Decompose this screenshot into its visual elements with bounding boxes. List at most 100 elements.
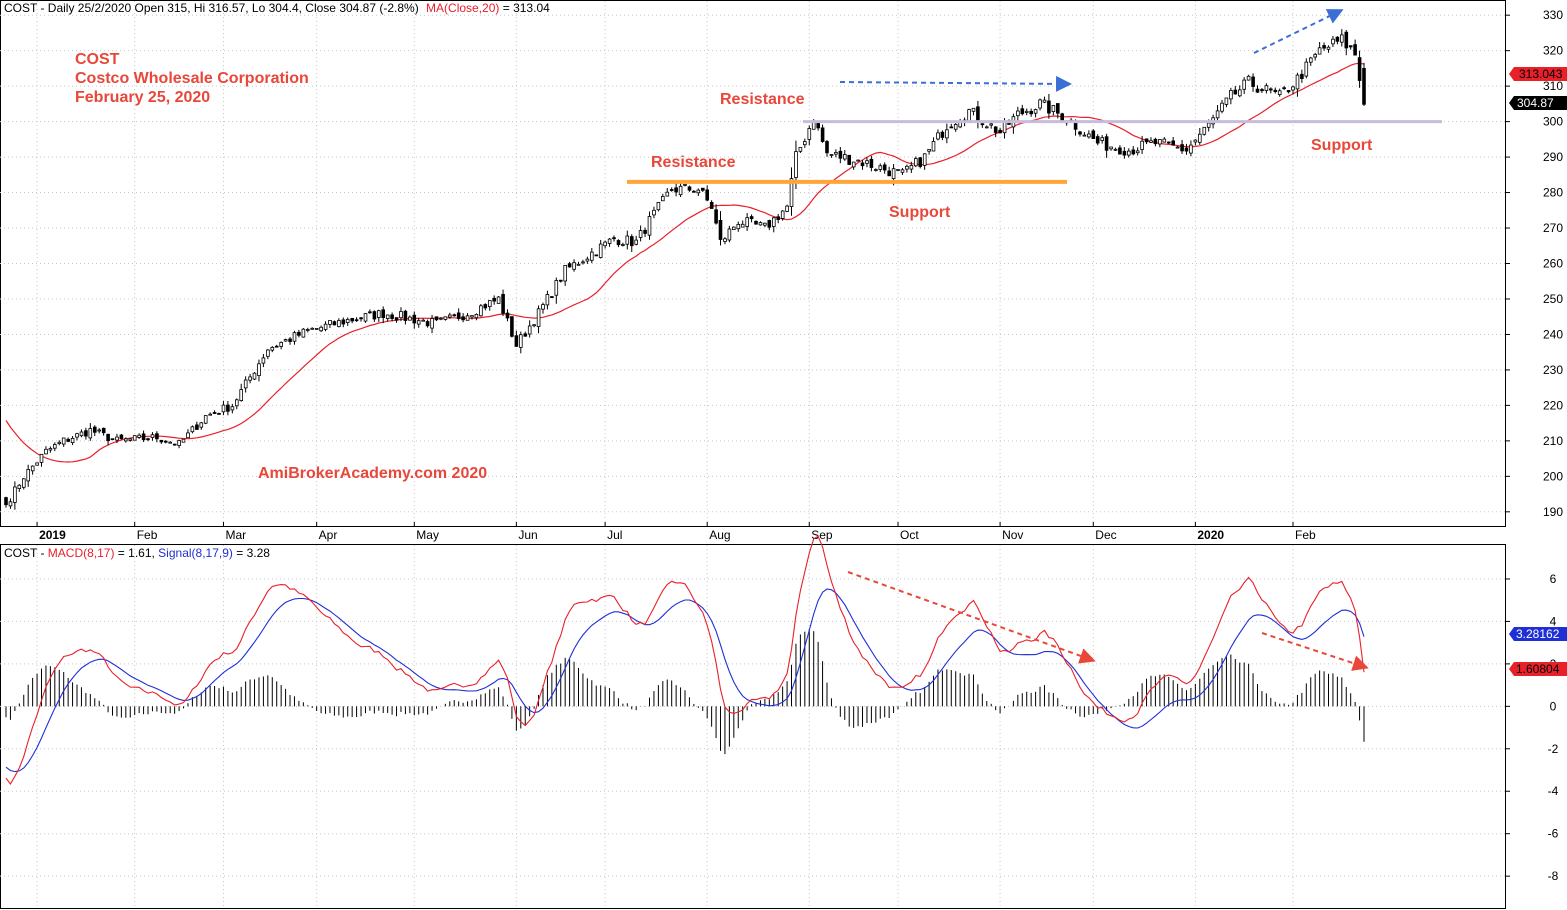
candle (1295, 72, 1300, 97)
candle (687, 185, 692, 192)
candle-body (13, 486, 17, 503)
candle (1149, 137, 1153, 143)
candle (239, 383, 244, 402)
candle (124, 437, 128, 443)
resistance-label-upper: Resistance (720, 91, 805, 108)
candle-body (1322, 45, 1326, 49)
candle (1091, 129, 1096, 139)
candle (554, 277, 559, 304)
candle-body (882, 164, 887, 171)
candle-body (1326, 46, 1331, 50)
candle (1118, 145, 1122, 155)
time-axis-label: May (416, 528, 439, 542)
candle-body (461, 316, 465, 321)
candle-body (931, 141, 936, 152)
candle-body (279, 341, 283, 347)
candle (869, 155, 874, 172)
candle-body (416, 320, 421, 325)
candle (199, 422, 204, 430)
candle-body (1042, 99, 1047, 103)
candle-body (1357, 57, 1362, 81)
candle-body (1317, 47, 1322, 55)
candle-body (257, 363, 261, 376)
candle-body (847, 154, 851, 165)
candle (479, 304, 483, 317)
candle-body (479, 305, 483, 317)
candle-body (967, 109, 971, 122)
candle-body (128, 438, 133, 441)
candle (1242, 77, 1247, 95)
candle-body (177, 440, 181, 446)
candle-body (1047, 100, 1051, 114)
candle-body (976, 106, 980, 122)
candle (603, 240, 607, 249)
candle-body (1118, 147, 1122, 155)
candle-body (434, 316, 439, 321)
candle (616, 239, 621, 248)
candle-body (714, 209, 718, 224)
candle-body (656, 201, 661, 211)
candle (1104, 133, 1109, 158)
candle (1189, 140, 1193, 157)
candle (674, 183, 678, 197)
candle-body (1127, 150, 1131, 156)
candle (168, 441, 173, 444)
candle-body (878, 165, 883, 170)
candle (297, 329, 301, 338)
candle (918, 157, 922, 169)
candle (1273, 87, 1278, 94)
candle (416, 317, 421, 328)
candle (718, 211, 723, 246)
candle (1184, 143, 1189, 155)
candle-body (949, 126, 954, 129)
time-axis-label: Jun (518, 528, 537, 542)
candle-body (1362, 68, 1366, 105)
candle-body (683, 183, 687, 186)
candle-body (803, 141, 807, 146)
price-axis-label: 200 (1543, 469, 1563, 483)
candle-body (696, 189, 701, 194)
candle-body (1144, 138, 1149, 143)
candle-body (385, 314, 390, 319)
candle (541, 302, 545, 314)
candle-body (701, 187, 705, 191)
support-label-mid: Support (889, 204, 951, 221)
candle (732, 226, 736, 231)
candle-body (1020, 108, 1025, 115)
candle (1153, 137, 1158, 147)
candle-body (390, 314, 394, 319)
candle-body (1348, 45, 1353, 48)
candle-body (337, 320, 341, 327)
candle (270, 346, 275, 353)
time-axis-label: Dec (1095, 528, 1116, 542)
candle-body (30, 465, 35, 472)
candle (39, 453, 44, 467)
candle (106, 433, 110, 446)
candle-body (1238, 89, 1242, 97)
candle-body (643, 229, 647, 234)
candle (1135, 147, 1140, 156)
candle (1348, 45, 1353, 50)
candle (767, 219, 772, 231)
candle (847, 154, 851, 165)
candle-body (772, 217, 776, 227)
candle-body (1260, 89, 1264, 92)
candle-body (843, 154, 847, 160)
candle-body (745, 217, 749, 227)
candle-body (985, 126, 989, 129)
candle (1291, 85, 1295, 95)
candle-body (674, 187, 678, 193)
candle (394, 317, 399, 323)
time-axis-label: Jul (607, 528, 622, 542)
candle-body (376, 310, 381, 318)
candle (1286, 90, 1291, 94)
candle-body (146, 438, 150, 441)
candle (1162, 137, 1167, 143)
candle (749, 214, 754, 223)
candle (851, 161, 856, 170)
candle (79, 429, 84, 438)
candle-body (341, 319, 346, 325)
candle (612, 235, 616, 242)
candle-body (1091, 130, 1096, 139)
candle-body (705, 189, 709, 201)
